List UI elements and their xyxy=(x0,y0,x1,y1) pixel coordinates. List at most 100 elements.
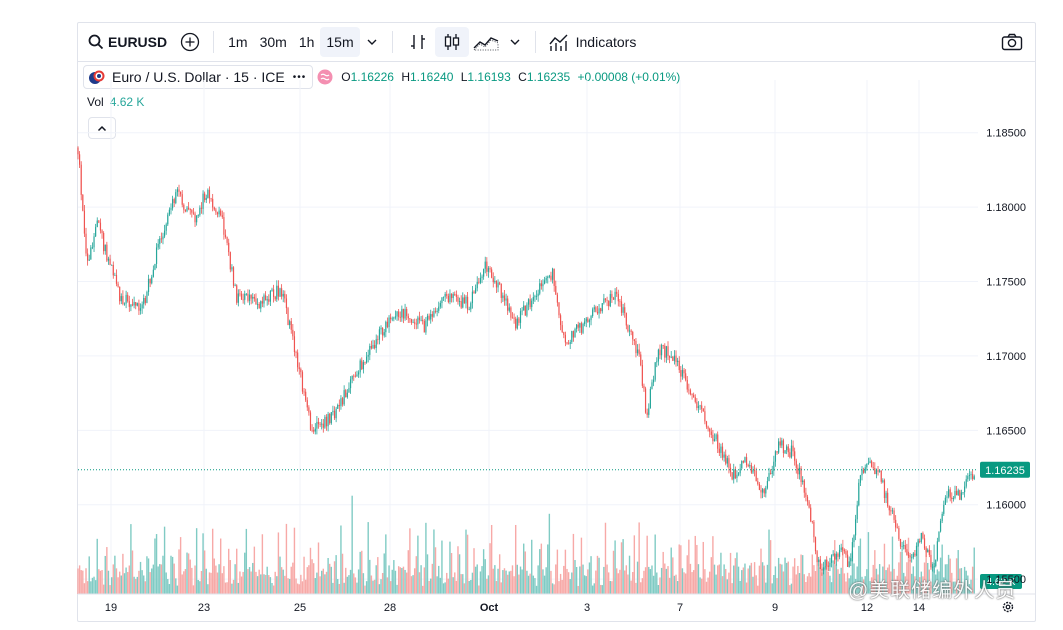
volume-bar xyxy=(758,565,761,594)
compare-symbol-button[interactable] xyxy=(175,27,205,57)
volume-bar xyxy=(179,537,182,594)
volume-bar xyxy=(107,570,110,594)
candle-body xyxy=(753,469,756,471)
candle-body xyxy=(396,311,398,317)
interval-dropdown[interactable] xyxy=(360,27,384,57)
candle-body xyxy=(736,474,738,479)
candle-body xyxy=(314,428,316,432)
volume-bar xyxy=(154,538,156,594)
volume-bar xyxy=(136,576,139,594)
volume-bar xyxy=(277,532,280,594)
volume-bar xyxy=(734,558,737,594)
bars-style-button[interactable] xyxy=(401,27,435,57)
candle-body xyxy=(90,247,92,260)
volume-bar xyxy=(547,544,549,594)
volume-bar xyxy=(118,571,121,594)
volume-bar xyxy=(377,557,379,594)
candle-body xyxy=(944,497,946,505)
interval-1m[interactable]: 1m xyxy=(228,34,248,50)
candle-body xyxy=(866,463,868,468)
volume-bar xyxy=(393,560,395,594)
volume-bar xyxy=(765,582,767,594)
volume-bar xyxy=(577,585,579,594)
candle-body xyxy=(335,408,337,419)
symbol-search[interactable]: EURUSD xyxy=(78,27,175,57)
candle-body xyxy=(917,540,919,546)
candles-style-button[interactable] xyxy=(434,27,469,57)
volume-bar xyxy=(417,535,419,594)
interval-1h[interactable]: 1h xyxy=(298,34,315,50)
chart-type-dropdown[interactable] xyxy=(503,27,527,57)
candle-body xyxy=(394,316,397,318)
candle-body xyxy=(365,356,368,363)
candle-body xyxy=(786,446,788,451)
volume-bar xyxy=(673,575,676,594)
volume-bar xyxy=(287,578,289,594)
chart-legend: Euro / U.S. Dollar · 15 · ICE ••• O1.162… xyxy=(83,65,680,89)
volume-bar xyxy=(332,582,334,594)
volume-bar xyxy=(718,564,721,594)
candle-body xyxy=(611,294,613,298)
volume-tag-label: 4.62 K xyxy=(987,577,1016,588)
candle-body xyxy=(911,557,913,559)
candle-body xyxy=(973,476,975,480)
volume-bar xyxy=(595,570,597,594)
candle-body xyxy=(122,296,124,304)
volume-bar xyxy=(175,578,177,594)
volume-bar xyxy=(449,541,451,594)
market-status-icon[interactable] xyxy=(317,69,333,85)
volume-bar xyxy=(122,553,124,594)
candle-body xyxy=(141,304,143,309)
candle-body xyxy=(168,209,170,215)
collapse-legend-button[interactable] xyxy=(88,117,116,139)
candle-body xyxy=(542,283,544,287)
volume-bar xyxy=(906,562,908,594)
volume-bar xyxy=(808,572,810,594)
volume-bar xyxy=(463,583,466,594)
volume-bar xyxy=(603,566,605,594)
candle-body xyxy=(766,481,769,488)
volume-bar xyxy=(901,551,903,594)
candle-body xyxy=(527,299,530,305)
candle-body xyxy=(274,296,276,300)
candle-body xyxy=(224,234,227,237)
area-style-button[interactable] xyxy=(469,27,503,57)
volume-bar xyxy=(898,562,900,594)
candle-body xyxy=(382,327,384,336)
indicators-button[interactable]: Indicators xyxy=(544,27,641,57)
volume-bar xyxy=(561,579,563,594)
candle-body xyxy=(131,304,134,306)
volume-bar xyxy=(848,578,850,594)
candle-body xyxy=(322,423,324,428)
more-options-icon[interactable]: ••• xyxy=(292,71,307,83)
volume-bar xyxy=(803,574,805,594)
volume-bar xyxy=(433,529,435,594)
chart-settings-button[interactable] xyxy=(998,597,1018,617)
volume-bar xyxy=(401,567,403,594)
interval-30m[interactable]: 30m xyxy=(259,34,287,50)
candle-body xyxy=(922,532,924,539)
volume-bar xyxy=(736,552,738,594)
y-tick-label: 1.17500 xyxy=(986,277,1026,289)
interval-15m[interactable]: 15m xyxy=(320,27,360,57)
candle-body xyxy=(840,547,842,550)
candle-body xyxy=(240,293,243,300)
snapshot-button[interactable] xyxy=(995,27,1029,57)
close-value: 1.16235 xyxy=(526,70,571,84)
volume-bar xyxy=(798,573,801,594)
candle-body xyxy=(264,295,267,301)
candle-body xyxy=(620,301,623,313)
candle-body xyxy=(357,372,360,375)
volume-bar xyxy=(247,569,249,594)
series-title-box[interactable]: Euro / U.S. Dollar · 15 · ICE ••• xyxy=(83,65,314,89)
x-tick-label: 14 xyxy=(913,602,925,614)
volume-bar xyxy=(548,513,551,594)
volume-bar xyxy=(211,528,214,594)
candles-icon xyxy=(444,34,459,50)
volume-bar xyxy=(952,581,955,594)
candle-body xyxy=(348,388,350,393)
volume-bar xyxy=(712,536,714,594)
candle-body xyxy=(569,342,571,344)
candle-body xyxy=(660,345,663,356)
